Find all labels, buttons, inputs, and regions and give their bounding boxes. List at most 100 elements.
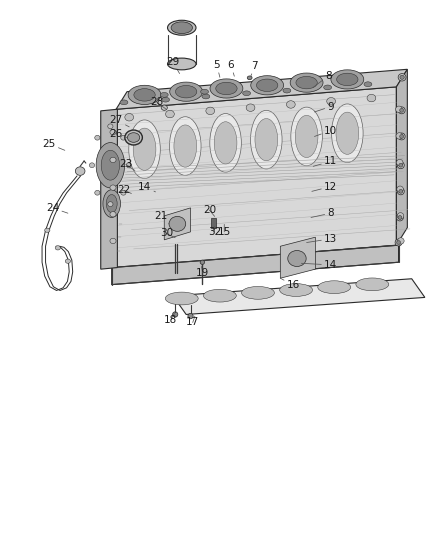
Ellipse shape bbox=[396, 214, 403, 221]
Ellipse shape bbox=[200, 260, 205, 264]
Ellipse shape bbox=[283, 88, 291, 93]
Text: 7: 7 bbox=[251, 61, 258, 76]
Ellipse shape bbox=[101, 150, 120, 180]
Text: 20: 20 bbox=[203, 205, 216, 216]
Ellipse shape bbox=[125, 130, 142, 145]
Ellipse shape bbox=[126, 163, 131, 168]
Ellipse shape bbox=[400, 134, 403, 139]
Ellipse shape bbox=[288, 251, 306, 266]
Ellipse shape bbox=[324, 85, 332, 90]
Text: 6: 6 bbox=[227, 60, 234, 76]
Polygon shape bbox=[280, 237, 315, 278]
Text: 27: 27 bbox=[110, 115, 129, 127]
Bar bbox=[211, 218, 216, 228]
Ellipse shape bbox=[170, 117, 201, 175]
Ellipse shape bbox=[396, 159, 403, 166]
Ellipse shape bbox=[397, 162, 404, 168]
Ellipse shape bbox=[55, 246, 60, 250]
Ellipse shape bbox=[336, 112, 359, 155]
Ellipse shape bbox=[203, 289, 237, 302]
Ellipse shape bbox=[167, 20, 196, 35]
Text: 8: 8 bbox=[311, 208, 334, 218]
Text: 13: 13 bbox=[307, 234, 337, 244]
Polygon shape bbox=[112, 245, 399, 285]
Ellipse shape bbox=[286, 101, 295, 108]
Ellipse shape bbox=[129, 120, 160, 179]
Text: 17: 17 bbox=[186, 316, 199, 327]
Ellipse shape bbox=[170, 82, 202, 101]
Ellipse shape bbox=[166, 110, 174, 118]
Ellipse shape bbox=[65, 259, 71, 263]
Ellipse shape bbox=[169, 216, 186, 231]
Ellipse shape bbox=[243, 91, 251, 96]
Text: 28: 28 bbox=[150, 98, 166, 109]
Ellipse shape bbox=[399, 189, 403, 193]
Ellipse shape bbox=[398, 74, 406, 81]
Text: 18: 18 bbox=[164, 313, 177, 325]
Ellipse shape bbox=[247, 76, 252, 79]
Ellipse shape bbox=[121, 135, 126, 140]
Text: 8: 8 bbox=[313, 71, 332, 87]
Ellipse shape bbox=[161, 105, 167, 110]
Ellipse shape bbox=[110, 212, 116, 217]
Ellipse shape bbox=[246, 104, 255, 111]
Ellipse shape bbox=[174, 125, 197, 167]
Ellipse shape bbox=[108, 202, 113, 207]
Ellipse shape bbox=[121, 190, 126, 195]
Text: 9: 9 bbox=[314, 102, 334, 112]
Ellipse shape bbox=[395, 239, 402, 246]
Ellipse shape bbox=[364, 82, 372, 86]
Ellipse shape bbox=[291, 107, 322, 166]
Ellipse shape bbox=[45, 228, 50, 232]
Ellipse shape bbox=[95, 135, 100, 140]
Ellipse shape bbox=[398, 238, 404, 244]
Ellipse shape bbox=[337, 73, 358, 86]
Ellipse shape bbox=[110, 157, 116, 163]
Text: 21: 21 bbox=[155, 211, 169, 224]
Ellipse shape bbox=[331, 70, 364, 89]
Ellipse shape bbox=[128, 85, 161, 104]
Text: 26: 26 bbox=[110, 130, 127, 139]
Ellipse shape bbox=[399, 163, 403, 167]
Ellipse shape bbox=[120, 100, 128, 104]
Ellipse shape bbox=[318, 281, 350, 294]
Polygon shape bbox=[101, 109, 117, 269]
Polygon shape bbox=[116, 87, 396, 268]
Ellipse shape bbox=[75, 167, 85, 175]
Ellipse shape bbox=[127, 133, 140, 142]
Polygon shape bbox=[396, 69, 407, 245]
Ellipse shape bbox=[176, 85, 197, 98]
Text: 16: 16 bbox=[280, 278, 300, 290]
Text: 15: 15 bbox=[218, 224, 231, 237]
Ellipse shape bbox=[214, 122, 237, 164]
Ellipse shape bbox=[110, 185, 116, 190]
Ellipse shape bbox=[251, 110, 282, 169]
Ellipse shape bbox=[296, 76, 317, 89]
Ellipse shape bbox=[201, 90, 208, 94]
Ellipse shape bbox=[367, 94, 376, 102]
Ellipse shape bbox=[134, 88, 155, 101]
Ellipse shape bbox=[397, 213, 404, 219]
Ellipse shape bbox=[255, 118, 278, 161]
Ellipse shape bbox=[96, 143, 124, 188]
Ellipse shape bbox=[400, 75, 404, 79]
Ellipse shape bbox=[89, 163, 95, 168]
Text: 14: 14 bbox=[301, 260, 337, 270]
Ellipse shape bbox=[202, 94, 210, 99]
Ellipse shape bbox=[400, 108, 403, 112]
Ellipse shape bbox=[165, 292, 198, 305]
Text: 12: 12 bbox=[312, 182, 337, 191]
Ellipse shape bbox=[295, 115, 318, 158]
Text: 25: 25 bbox=[42, 139, 65, 150]
Text: 30: 30 bbox=[160, 229, 175, 238]
Ellipse shape bbox=[110, 130, 116, 135]
Text: 29: 29 bbox=[166, 58, 180, 74]
Text: 24: 24 bbox=[46, 203, 68, 213]
Ellipse shape bbox=[110, 238, 116, 244]
Polygon shape bbox=[173, 279, 425, 314]
Ellipse shape bbox=[171, 22, 192, 34]
Ellipse shape bbox=[173, 312, 178, 317]
Ellipse shape bbox=[103, 190, 120, 217]
Text: 14: 14 bbox=[138, 182, 155, 192]
Text: 10: 10 bbox=[314, 126, 337, 136]
